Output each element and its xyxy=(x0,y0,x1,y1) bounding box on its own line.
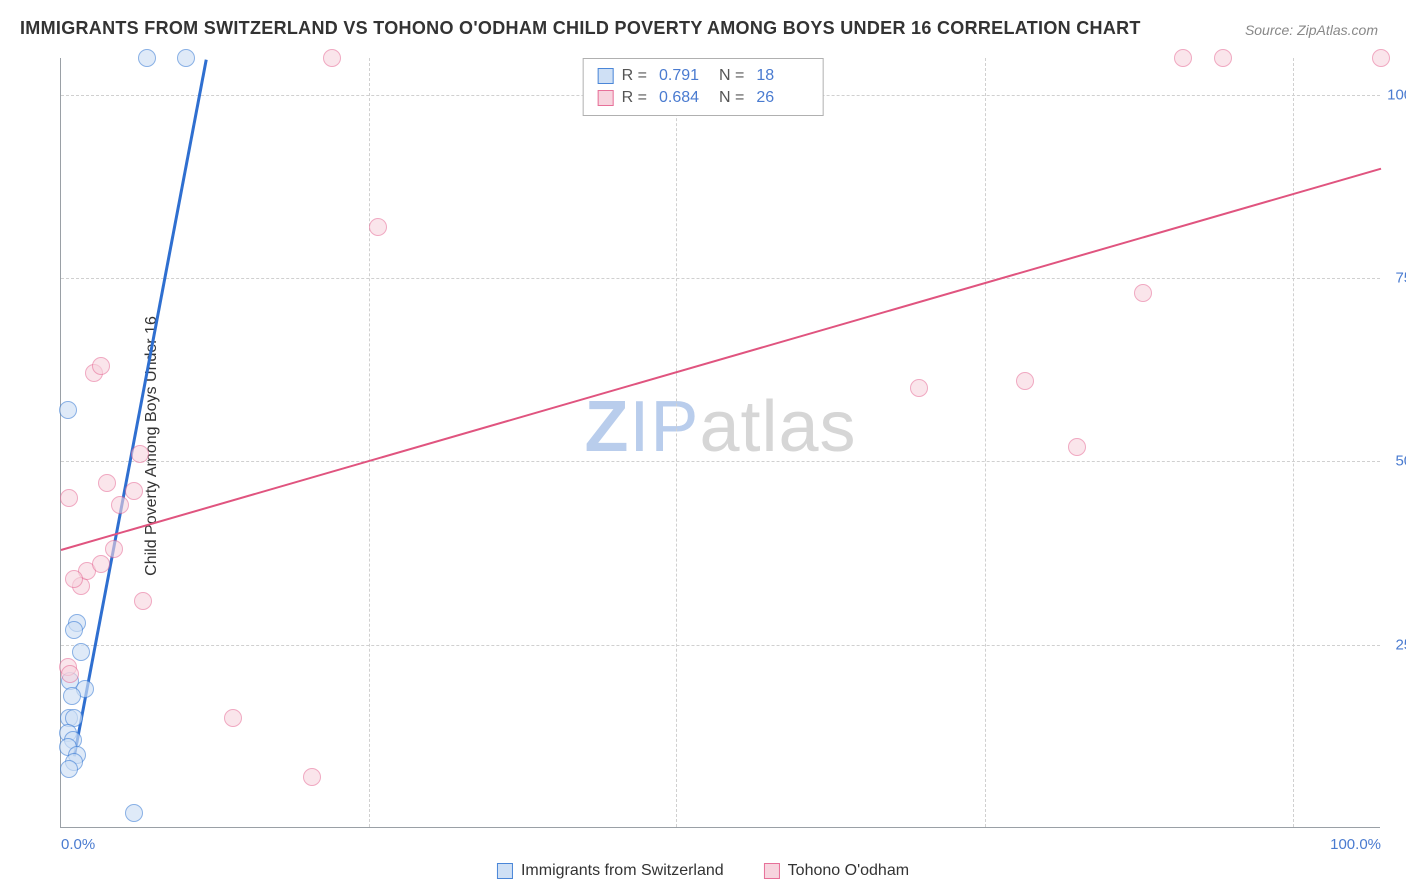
r-value: 0.684 xyxy=(659,89,711,107)
scatter-point xyxy=(1134,284,1152,302)
gridline-h xyxy=(61,645,1380,646)
scatter-point xyxy=(72,643,90,661)
legend-swatch-blue xyxy=(497,863,513,879)
chart-plot-area: ZIPatlas 25.0%50.0%75.0%100.0%0.0%100.0% xyxy=(60,58,1380,828)
watermark-z: Z xyxy=(584,387,629,467)
legend-label-series1: Immigrants from Switzerland xyxy=(521,862,724,880)
scatter-point xyxy=(134,592,152,610)
gridline-v xyxy=(1293,58,1294,827)
r-label: R = xyxy=(622,67,647,85)
scatter-point xyxy=(131,445,149,463)
y-tick-label: 100.0% xyxy=(1384,86,1406,103)
watermark: ZIPatlas xyxy=(584,386,856,468)
scatter-point xyxy=(61,665,79,683)
scatter-point xyxy=(98,474,116,492)
scatter-point xyxy=(92,357,110,375)
scatter-point xyxy=(65,621,83,639)
gridline-h xyxy=(61,278,1380,279)
y-tick-label: 75.0% xyxy=(1384,270,1406,287)
x-tick-label: 0.0% xyxy=(61,836,95,853)
n-value: 18 xyxy=(756,67,808,85)
scatter-point xyxy=(111,496,129,514)
n-label: N = xyxy=(719,89,744,107)
scatter-point xyxy=(138,49,156,67)
legend-swatch xyxy=(598,68,614,84)
scatter-point xyxy=(125,482,143,500)
scatter-point xyxy=(369,218,387,236)
scatter-point xyxy=(303,768,321,786)
gridline-v xyxy=(369,58,370,827)
scatter-point xyxy=(60,760,78,778)
chart-title: IMMIGRANTS FROM SWITZERLAND VS TOHONO O'… xyxy=(20,18,1141,39)
scatter-point xyxy=(1214,49,1232,67)
gridline-v xyxy=(676,58,677,827)
scatter-point xyxy=(92,555,110,573)
gridline-v xyxy=(985,58,986,827)
legend-stats: R = 0.791 N = 18 R = 0.684 N = 26 xyxy=(583,58,824,116)
source-label: Source: ZipAtlas.com xyxy=(1245,22,1378,38)
scatter-point xyxy=(177,49,195,67)
scatter-point xyxy=(224,709,242,727)
legend-swatch xyxy=(598,90,614,106)
legend-item-series1: Immigrants from Switzerland xyxy=(497,862,724,880)
watermark-ip: IP xyxy=(629,387,699,467)
scatter-point xyxy=(125,804,143,822)
gridline-h xyxy=(61,461,1380,462)
scatter-point xyxy=(1372,49,1390,67)
legend-series: Immigrants from Switzerland Tohono O'odh… xyxy=(497,862,909,880)
trendline-series1 xyxy=(73,59,207,756)
scatter-point xyxy=(323,49,341,67)
scatter-point xyxy=(60,489,78,507)
r-label: R = xyxy=(622,89,647,107)
watermark-atlas: atlas xyxy=(699,387,856,467)
legend-stat-row: R = 0.684 N = 26 xyxy=(598,87,809,109)
legend-stat-row: R = 0.791 N = 18 xyxy=(598,65,809,87)
y-tick-label: 25.0% xyxy=(1384,636,1406,653)
scatter-point xyxy=(65,570,83,588)
legend-label-series2: Tohono O'odham xyxy=(788,862,909,880)
scatter-point xyxy=(1068,438,1086,456)
scatter-point xyxy=(910,379,928,397)
scatter-point xyxy=(63,687,81,705)
r-value: 0.791 xyxy=(659,67,711,85)
scatter-point xyxy=(1016,372,1034,390)
y-tick-label: 50.0% xyxy=(1384,453,1406,470)
n-label: N = xyxy=(719,67,744,85)
scatter-point xyxy=(105,540,123,558)
n-value: 26 xyxy=(756,89,808,107)
scatter-point xyxy=(1174,49,1192,67)
trendline-series2 xyxy=(61,168,1382,551)
legend-swatch-pink xyxy=(764,863,780,879)
scatter-point xyxy=(59,401,77,419)
legend-item-series2: Tohono O'odham xyxy=(764,862,909,880)
x-tick-label: 100.0% xyxy=(1330,836,1381,853)
